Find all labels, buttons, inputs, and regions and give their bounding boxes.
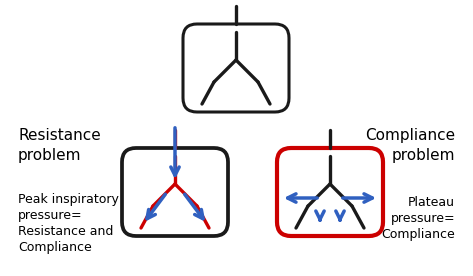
Text: Compliance
problem: Compliance problem (365, 128, 455, 163)
Text: Resistance
problem: Resistance problem (18, 128, 101, 163)
Text: Plateau
pressure=
Compliance: Plateau pressure= Compliance (381, 196, 455, 241)
Text: Peak inspiratory
pressure=
Resistance and
Compliance: Peak inspiratory pressure= Resistance an… (18, 193, 119, 254)
